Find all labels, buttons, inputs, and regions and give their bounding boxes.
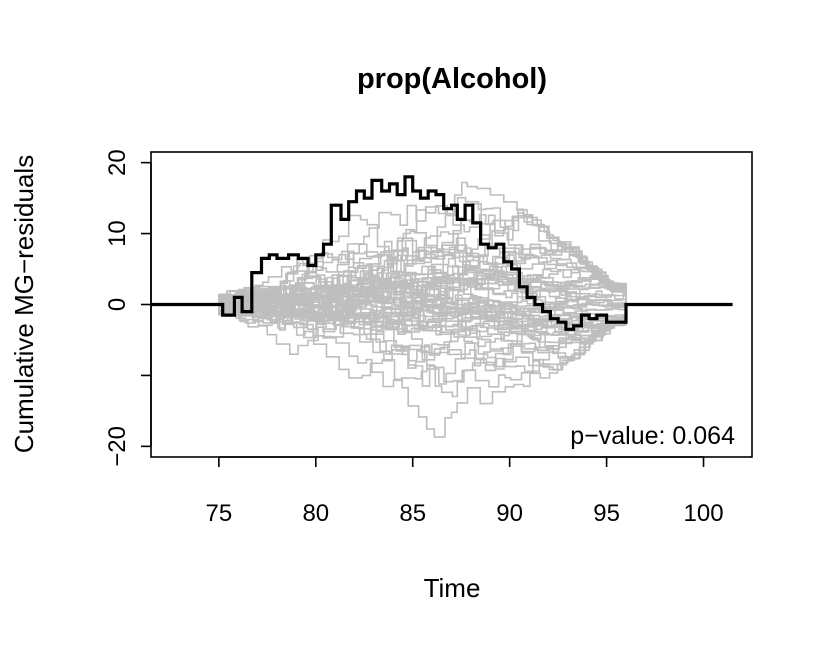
simulated-path — [218, 304, 627, 398]
p-value-annotation: p−value: 0.064 — [570, 422, 735, 450]
simulated-path — [218, 277, 627, 349]
x-axis: 75 80 85 90 95 100 — [206, 456, 724, 527]
simulated-path — [218, 244, 627, 305]
x-tick-label: 75 — [206, 500, 233, 527]
y-tick-label: −20 — [104, 426, 131, 467]
simulated-path — [218, 304, 627, 438]
simulated-path — [218, 254, 627, 311]
simulated-paths — [218, 181, 627, 438]
x-tick-label: 80 — [302, 500, 329, 527]
simulated-path — [218, 295, 627, 323]
simulated-path — [218, 284, 627, 370]
x-tick-label: 85 — [399, 500, 426, 527]
simulated-path — [218, 251, 627, 328]
simulated-path — [218, 293, 627, 374]
x-tick-label: 100 — [684, 500, 724, 527]
y-tick-label: 0 — [104, 298, 131, 311]
x-tick-label: 90 — [496, 500, 523, 527]
simulated-path — [218, 294, 627, 324]
y-tick-label: 20 — [104, 149, 131, 176]
y-axis: −20 0 10 20 — [104, 149, 152, 467]
simulated-path — [218, 214, 627, 311]
x-tick-label: 95 — [593, 500, 620, 527]
chart-title: prop(Alcohol) — [357, 63, 547, 95]
simulated-path — [218, 216, 627, 316]
y-tick-label: 10 — [104, 220, 131, 247]
x-axis-label: Time — [424, 573, 481, 603]
simulated-path — [218, 259, 627, 320]
y-axis-label: Cumulative MG−residuals — [9, 155, 39, 453]
observed-path — [151, 175, 733, 331]
